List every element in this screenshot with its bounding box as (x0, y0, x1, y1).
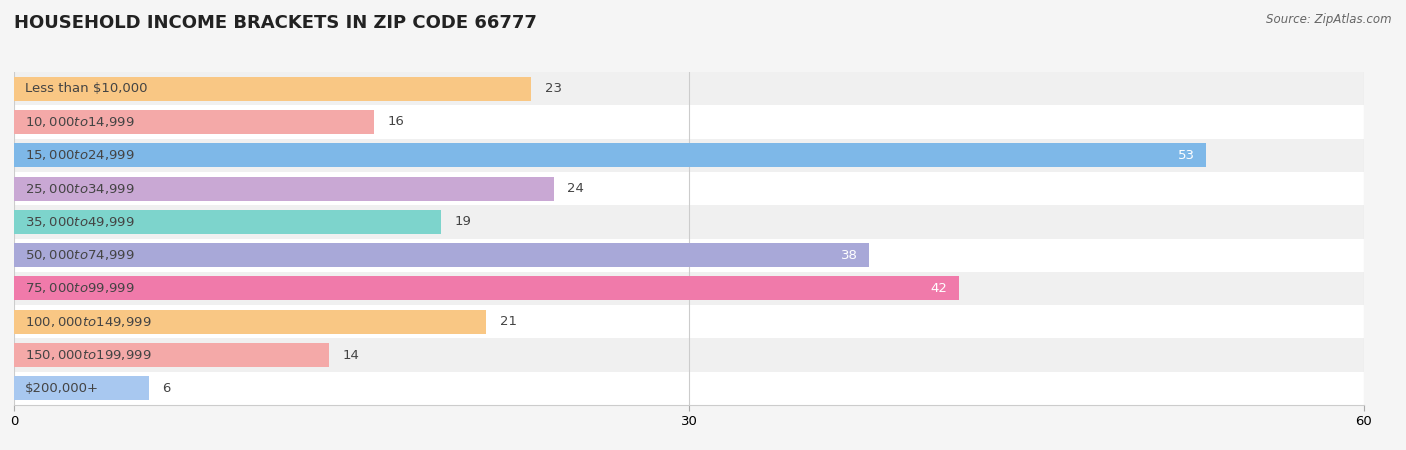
Bar (14, 243, 869, 267)
Bar (14, 310, 486, 334)
Text: 16: 16 (388, 116, 405, 128)
Bar (14, 139, 1364, 172)
Bar (14, 76, 531, 101)
Text: $75,000 to $99,999: $75,000 to $99,999 (25, 281, 135, 296)
Bar (14, 172, 1364, 205)
Bar (14, 338, 1364, 372)
Text: $10,000 to $14,999: $10,000 to $14,999 (25, 115, 135, 129)
Bar (14, 272, 1364, 305)
Text: 19: 19 (456, 216, 472, 228)
Text: 21: 21 (501, 315, 517, 328)
Text: 38: 38 (841, 249, 858, 261)
Bar (14, 210, 441, 234)
Text: $150,000 to $199,999: $150,000 to $199,999 (25, 348, 152, 362)
Text: Less than $10,000: Less than $10,000 (25, 82, 148, 95)
Text: 14: 14 (343, 349, 360, 361)
Text: $200,000+: $200,000+ (25, 382, 100, 395)
Text: Source: ZipAtlas.com: Source: ZipAtlas.com (1267, 14, 1392, 27)
Bar (14, 205, 1364, 239)
Text: $25,000 to $34,999: $25,000 to $34,999 (25, 181, 135, 196)
Text: $15,000 to $24,999: $15,000 to $24,999 (25, 148, 135, 162)
Bar (14, 376, 149, 400)
Text: 24: 24 (568, 182, 585, 195)
Bar (14, 176, 554, 201)
Bar (14, 143, 1206, 167)
Text: $35,000 to $49,999: $35,000 to $49,999 (25, 215, 135, 229)
Text: 6: 6 (163, 382, 172, 395)
Text: 23: 23 (546, 82, 562, 95)
Text: $50,000 to $74,999: $50,000 to $74,999 (25, 248, 135, 262)
Bar (14, 305, 1364, 338)
Bar (14, 276, 959, 301)
Bar (14, 110, 374, 134)
Text: 53: 53 (1178, 149, 1195, 162)
Bar (14, 238, 1364, 272)
Bar (14, 105, 1364, 139)
Text: $100,000 to $149,999: $100,000 to $149,999 (25, 315, 152, 329)
Text: HOUSEHOLD INCOME BRACKETS IN ZIP CODE 66777: HOUSEHOLD INCOME BRACKETS IN ZIP CODE 66… (14, 14, 537, 32)
Text: 42: 42 (931, 282, 948, 295)
Bar (14, 372, 1364, 405)
Bar (14, 72, 1364, 105)
Bar (14, 343, 329, 367)
